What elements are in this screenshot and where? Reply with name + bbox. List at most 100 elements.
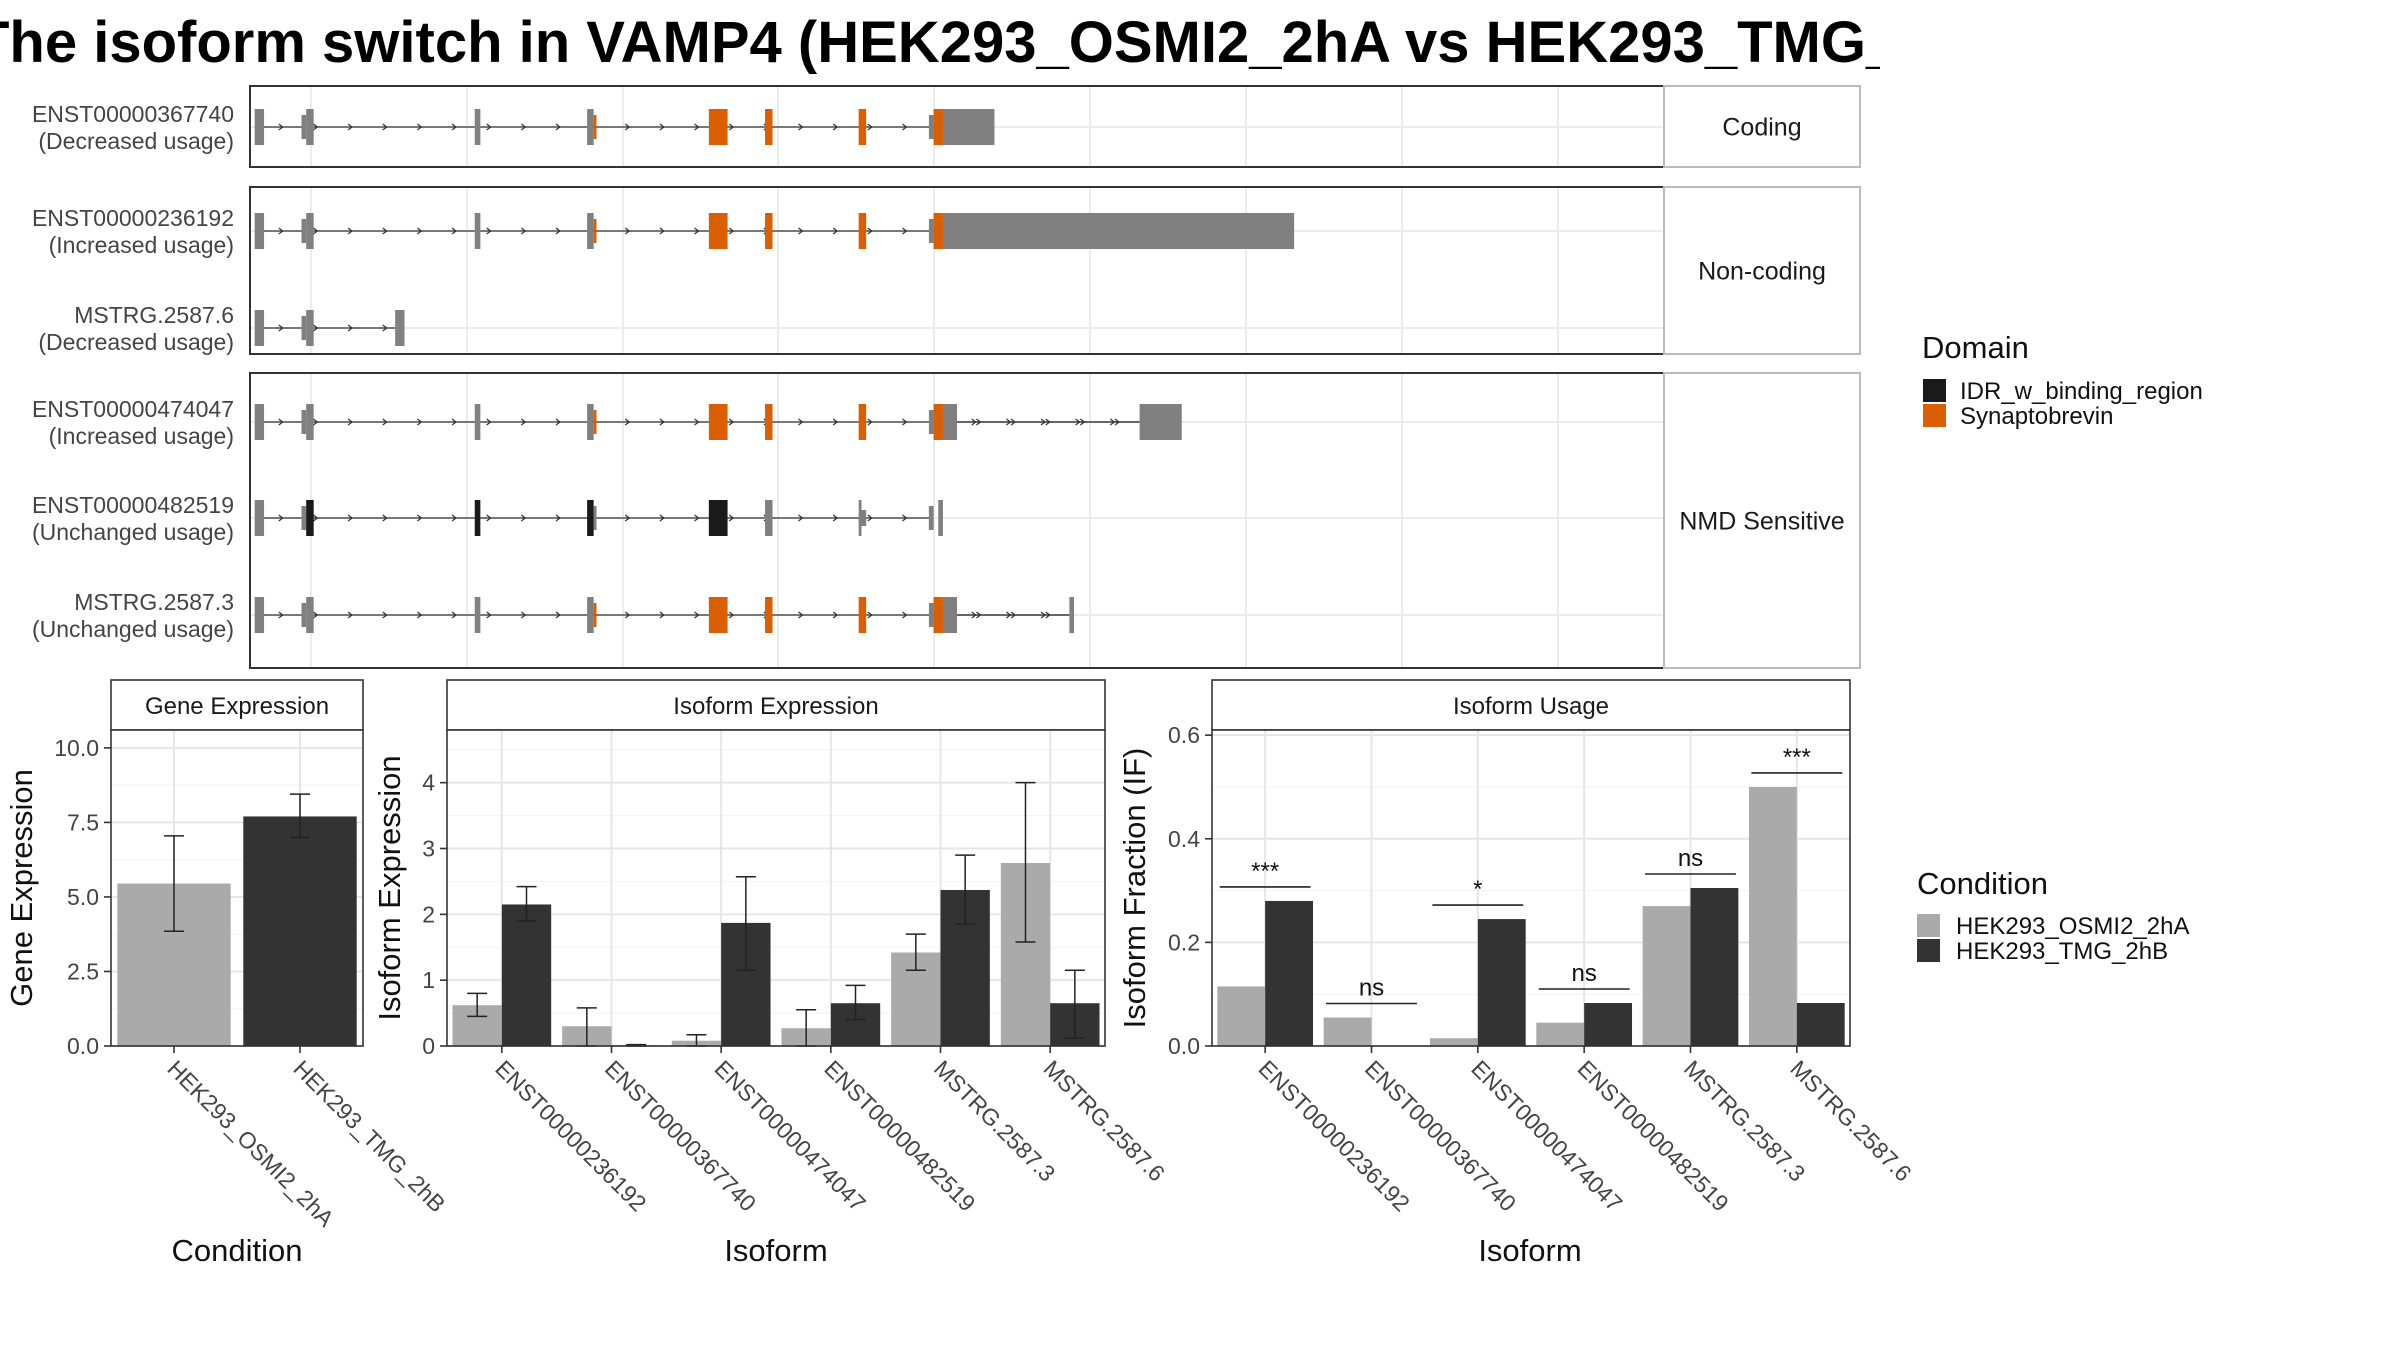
intron-arrow bbox=[278, 514, 284, 522]
intron-arrow bbox=[659, 514, 665, 522]
intron-arrow bbox=[694, 227, 700, 235]
isoform-expression-y-tick-label: 1 bbox=[422, 967, 435, 993]
intron-arrow bbox=[798, 611, 804, 619]
isoform-expression-border bbox=[446, 729, 1106, 1047]
transcript-label: ENST00000367740 bbox=[32, 101, 234, 127]
intron-arrow bbox=[867, 227, 873, 235]
intron-arrow bbox=[278, 324, 284, 332]
exon bbox=[928, 603, 934, 627]
condition-legend-label: HEK293_OSMI2_2hA bbox=[1956, 913, 2189, 940]
isoform-usage-bar bbox=[1584, 1003, 1633, 1046]
exon bbox=[474, 404, 481, 440]
intron-arrow bbox=[1045, 418, 1051, 426]
figure-title: The isoform switch in VAMP4 (HEK293_OSMI… bbox=[0, 10, 1880, 75]
transcript-label: MSTRG.2587.3 bbox=[74, 589, 234, 615]
isoform-expression-strip bbox=[446, 679, 1106, 731]
transcript-usage-label: (Increased usage) bbox=[49, 423, 234, 449]
facet-strip bbox=[1663, 186, 1861, 355]
exon bbox=[301, 219, 307, 243]
isoform-usage-y-tick-label: 0.2 bbox=[1168, 929, 1200, 955]
intron-arrow bbox=[313, 611, 319, 619]
exon bbox=[858, 597, 867, 633]
intron-arrow bbox=[347, 227, 354, 235]
exon bbox=[861, 510, 867, 526]
exon bbox=[933, 404, 943, 440]
isoform-expression-y-tick-label: 3 bbox=[422, 836, 435, 862]
intron-arrow bbox=[451, 418, 458, 426]
intron-arrow bbox=[624, 123, 631, 131]
exon bbox=[938, 500, 943, 536]
exon bbox=[593, 603, 597, 627]
condition-legend-title: Condition bbox=[1917, 866, 2048, 901]
gene-expression-strip bbox=[110, 679, 364, 731]
intron-arrow bbox=[486, 514, 492, 522]
exon bbox=[933, 597, 943, 633]
exon bbox=[301, 316, 307, 340]
exon bbox=[306, 597, 314, 633]
exon-utr bbox=[942, 404, 957, 440]
isoform-usage-bar bbox=[1748, 786, 1797, 1046]
intron-arrow bbox=[347, 123, 354, 131]
exon bbox=[708, 500, 728, 536]
transcript-label: ENST00000236192 bbox=[32, 205, 234, 231]
isoform-usage-x-axis-title: Isoform bbox=[1478, 1233, 1581, 1268]
domain-legend-key bbox=[1923, 379, 1946, 402]
isoform-usage-bar bbox=[1536, 1022, 1585, 1046]
gene-expression-y-axis-title: Gene Expression bbox=[4, 769, 39, 1007]
intron-arrow bbox=[313, 324, 319, 332]
intron-arrow bbox=[382, 324, 388, 332]
intron-arrow bbox=[728, 514, 735, 522]
transcript-usage-label: (Unchanged usage) bbox=[32, 519, 234, 545]
exon bbox=[708, 597, 728, 633]
isoform-usage-bar bbox=[1217, 986, 1266, 1046]
exon bbox=[708, 213, 728, 249]
intron-arrow bbox=[313, 123, 319, 131]
intron-arrow bbox=[451, 611, 458, 619]
intron-arrow bbox=[867, 514, 873, 522]
exon bbox=[765, 500, 773, 536]
gene-expression-y-tick-label: 10.0 bbox=[54, 735, 99, 761]
exon bbox=[1139, 404, 1182, 440]
isoform-expression-y-tick-label: 0 bbox=[422, 1033, 435, 1059]
exon bbox=[306, 404, 314, 440]
intron-arrow bbox=[624, 227, 631, 235]
gene-expression-y-tick-label: 7.5 bbox=[67, 809, 99, 835]
intron-arrow bbox=[867, 418, 873, 426]
intron-arrow bbox=[313, 418, 319, 426]
exon bbox=[928, 410, 934, 434]
isoform-usage-bar bbox=[1265, 900, 1314, 1046]
significance-label: *** bbox=[1783, 744, 1811, 771]
exon bbox=[587, 109, 594, 145]
facet-strip-label: NMD Sensitive bbox=[1679, 508, 1844, 536]
exon bbox=[587, 500, 594, 536]
exon bbox=[765, 597, 773, 633]
intron-arrow bbox=[278, 123, 284, 131]
isoform-usage-strip-label: Isoform Usage bbox=[1453, 693, 1609, 720]
intron-arrow bbox=[347, 418, 354, 426]
exon bbox=[306, 213, 314, 249]
transcript-usage-label: (Unchanged usage) bbox=[32, 616, 234, 642]
isoform-usage-y-tick-label: 0.6 bbox=[1168, 722, 1200, 748]
exon bbox=[474, 109, 481, 145]
intron-arrow bbox=[976, 418, 982, 426]
exon bbox=[858, 213, 867, 249]
isoform-expression-x-axis-title: Isoform bbox=[724, 1233, 827, 1268]
gene-expression-strip-label: Gene Expression bbox=[145, 693, 329, 720]
intron-arrow bbox=[451, 514, 458, 522]
transcript-label: ENST00000482519 bbox=[32, 492, 234, 518]
transcript-usage-label: (Increased usage) bbox=[49, 232, 234, 258]
exon bbox=[254, 310, 265, 346]
intron-arrow bbox=[520, 611, 527, 619]
intron-arrow bbox=[867, 123, 873, 131]
intron-arrow bbox=[694, 611, 700, 619]
exon bbox=[765, 109, 773, 145]
significance-label: * bbox=[1473, 876, 1482, 903]
exon bbox=[593, 219, 597, 243]
intron-arrow bbox=[278, 418, 284, 426]
intron-arrow bbox=[382, 611, 388, 619]
exon bbox=[301, 115, 307, 139]
exon bbox=[254, 500, 265, 536]
exon bbox=[858, 109, 867, 145]
exon bbox=[254, 109, 265, 145]
